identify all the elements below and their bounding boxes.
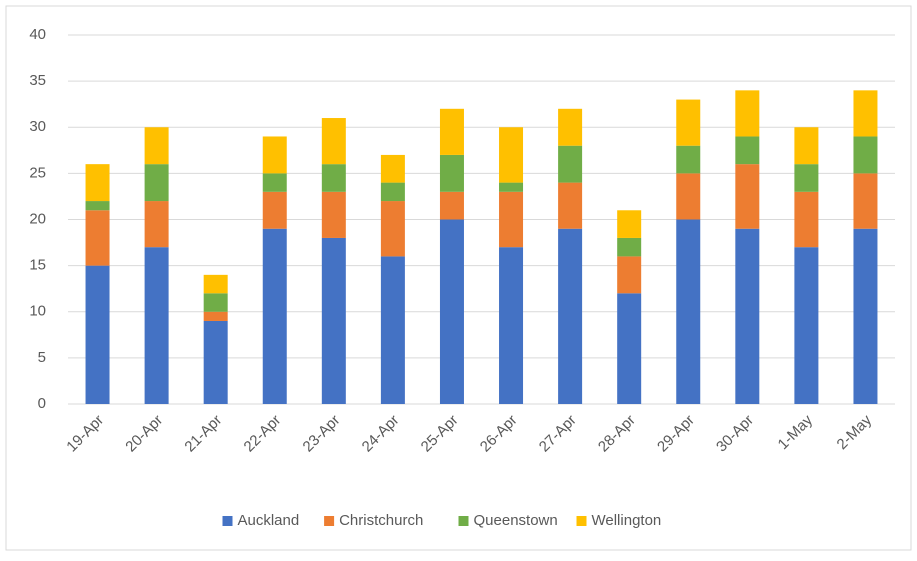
bar-segment: [558, 182, 583, 229]
bar-segment: [380, 154, 405, 183]
legend-label: Queenstown: [474, 512, 558, 529]
bar-segment: [794, 127, 819, 165]
legend-label: Wellington: [592, 512, 662, 529]
bar-segment: [617, 210, 642, 238]
bar-segment: [85, 201, 110, 211]
bar-segment: [676, 219, 701, 404]
bar-segment: [735, 164, 760, 229]
y-tick-label: 15: [29, 257, 46, 274]
bar-segment: [499, 191, 524, 248]
bar-segment: [439, 191, 464, 220]
bar-segment: [203, 274, 228, 294]
bar-segment: [203, 293, 228, 312]
bar-segment: [144, 164, 169, 202]
bar-segment: [380, 182, 405, 202]
y-tick-label: 40: [29, 26, 46, 43]
bar-segment: [262, 228, 287, 404]
bar-segment: [144, 127, 169, 165]
bar-segment: [144, 247, 169, 404]
bar-segment: [499, 247, 524, 404]
bar-segment: [558, 108, 583, 146]
bar-segment: [439, 108, 464, 155]
legend-label: Auckland: [238, 512, 300, 529]
bar-segment: [203, 311, 228, 321]
bar-segment: [558, 228, 583, 404]
bar-segment: [380, 201, 405, 257]
bar-segment: [203, 320, 228, 404]
bar-segment: [735, 228, 760, 404]
bar-segment: [735, 90, 760, 137]
bar-segment: [735, 136, 760, 165]
bar-segment: [85, 164, 110, 202]
y-tick-label: 35: [29, 72, 46, 89]
legend-label: Christchurch: [339, 512, 423, 529]
bar-segment: [144, 201, 169, 248]
bar-segment: [321, 237, 346, 404]
bar-segment: [499, 127, 524, 183]
y-tick-label: 30: [29, 118, 46, 135]
legend-swatch: [324, 516, 335, 526]
bar-segment: [617, 293, 642, 404]
legend-swatch: [222, 516, 233, 526]
bar-segment: [321, 164, 346, 192]
bar-segment: [676, 173, 701, 220]
bar-segment: [676, 99, 701, 146]
legend-swatch: [576, 516, 587, 526]
bar-segment: [794, 164, 819, 192]
bar-segment: [853, 173, 878, 229]
bar-segment: [794, 191, 819, 248]
bar-segment: [439, 219, 464, 404]
bar-segment: [262, 173, 287, 192]
bar-segment: [85, 210, 110, 266]
y-tick-label: 20: [29, 210, 46, 227]
bar-segment: [321, 118, 346, 165]
bar-segment: [499, 182, 524, 192]
bar-segment: [439, 154, 464, 192]
bar-segment: [853, 90, 878, 137]
y-tick-label: 25: [29, 164, 46, 181]
bar-segment: [794, 247, 819, 404]
bar-segment: [380, 256, 405, 404]
bar-segment: [558, 145, 583, 183]
bar-segment: [85, 265, 110, 404]
bar-segment: [262, 191, 287, 229]
bar-segment: [853, 228, 878, 404]
bar-segment: [617, 256, 642, 294]
y-tick-label: 0: [38, 395, 46, 412]
bar-segment: [617, 237, 642, 257]
y-tick-label: 10: [29, 303, 46, 320]
bar-segment: [853, 136, 878, 174]
y-tick-label: 5: [38, 349, 46, 366]
legend-swatch: [458, 516, 469, 526]
bar-segment: [676, 145, 701, 174]
bar-segment: [321, 191, 346, 238]
bar-segment: [262, 136, 287, 174]
